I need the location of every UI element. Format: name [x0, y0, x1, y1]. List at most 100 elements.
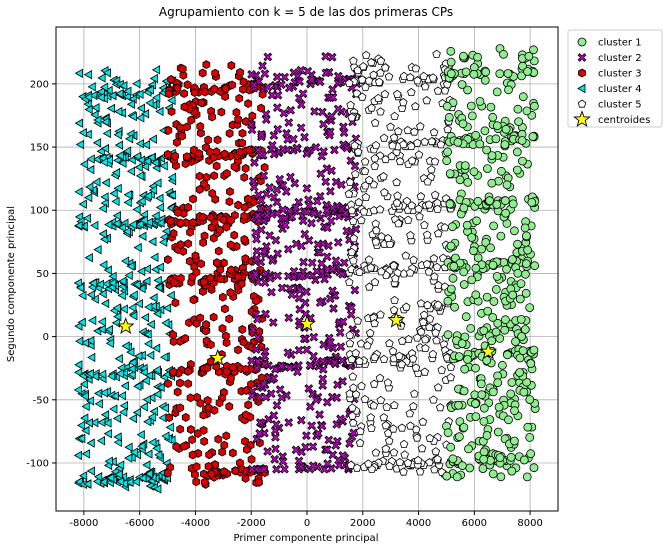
data-point: [346, 460, 356, 469]
data-point: [225, 402, 234, 411]
data-point: [161, 431, 170, 441]
data-point: [214, 434, 223, 444]
data-point: [202, 172, 211, 182]
data-point: [283, 348, 293, 357]
data-point: [273, 124, 283, 134]
data-point: [163, 468, 172, 478]
data-point: [525, 432, 535, 442]
data-point: [137, 266, 146, 277]
data-point: [112, 413, 122, 424]
data-point: [81, 425, 90, 436]
data-point: [286, 172, 295, 182]
data-point: [246, 120, 256, 129]
data-point: [345, 177, 355, 186]
data-point: [523, 245, 532, 255]
data-point: [401, 251, 411, 260]
data-point: [521, 288, 531, 298]
data-point: [345, 339, 355, 348]
data-point: [104, 155, 114, 165]
data-point: [119, 401, 128, 411]
data-point: [315, 77, 325, 87]
data-point: [379, 133, 389, 142]
data-point: [522, 472, 532, 482]
data-point: [118, 158, 127, 168]
data-point: [128, 357, 137, 368]
chart-title: Agrupamiento con k = 5 de las dos primer…: [159, 5, 453, 19]
data-point: [74, 321, 83, 331]
data-point: [347, 247, 356, 256]
data-point: [189, 194, 197, 204]
legend-label: cluster 4: [598, 84, 642, 95]
data-point: [104, 324, 113, 335]
data-point: [361, 192, 371, 201]
data-point: [516, 279, 526, 289]
data-point: [176, 378, 184, 388]
data-point: [239, 84, 247, 94]
data-point: [115, 476, 125, 487]
data-point: [508, 290, 518, 300]
data-point: [272, 401, 282, 410]
data-point: [522, 106, 532, 116]
x-tick-label: 8000: [517, 518, 542, 529]
data-point: [78, 199, 87, 209]
data-point: [112, 303, 121, 313]
data-point: [459, 386, 469, 396]
data-point: [315, 298, 325, 307]
data-point: [86, 164, 95, 175]
data-point: [197, 98, 206, 108]
data-point: [446, 442, 456, 452]
data-point: [259, 464, 269, 474]
data-point: [142, 264, 151, 274]
data-point: [100, 298, 110, 309]
data-point: [225, 197, 234, 207]
data-point: [140, 161, 150, 172]
data-point: [529, 463, 539, 473]
data-point: [301, 442, 310, 452]
data-point: [155, 202, 165, 213]
data-point: [307, 258, 317, 268]
data-point: [247, 379, 255, 389]
data-point: [259, 247, 269, 256]
data-point: [487, 178, 497, 188]
data-point: [217, 107, 226, 117]
data-point: [96, 87, 105, 97]
data-point: [139, 402, 148, 412]
data-point: [84, 418, 93, 428]
data-point: [93, 244, 102, 255]
data-point: [122, 92, 132, 102]
legend-marker: [577, 83, 586, 94]
data-point: [512, 147, 522, 157]
data-point: [448, 273, 458, 283]
data-point: [333, 104, 343, 114]
data-point: [167, 172, 177, 183]
data-point: [347, 355, 357, 364]
data-point: [344, 189, 354, 198]
data-point: [495, 69, 505, 79]
data-point: [328, 264, 338, 274]
data-point: [86, 466, 95, 476]
data-point: [194, 429, 202, 438]
x-axis-label: Primer componente principal: [234, 533, 379, 544]
data-point: [370, 154, 380, 163]
data-point: [232, 107, 241, 117]
y-tick-label: 50: [36, 269, 49, 280]
data-point: [480, 126, 490, 136]
data-point: [321, 52, 330, 61]
data-point: [141, 375, 150, 386]
data-point: [104, 456, 113, 466]
data-point: [446, 284, 456, 294]
data-point: [348, 403, 357, 412]
data-point: [147, 412, 156, 422]
data-point: [148, 134, 157, 144]
data-point: [458, 119, 468, 129]
data-point: [272, 197, 282, 207]
data-point: [380, 89, 390, 98]
data-point: [164, 379, 172, 389]
data-point: [318, 374, 328, 384]
data-point: [247, 356, 256, 366]
data-point: [211, 460, 219, 470]
data-point: [135, 89, 144, 99]
data-point: [416, 327, 426, 336]
data-point: [99, 388, 108, 398]
data-point: [322, 445, 332, 454]
